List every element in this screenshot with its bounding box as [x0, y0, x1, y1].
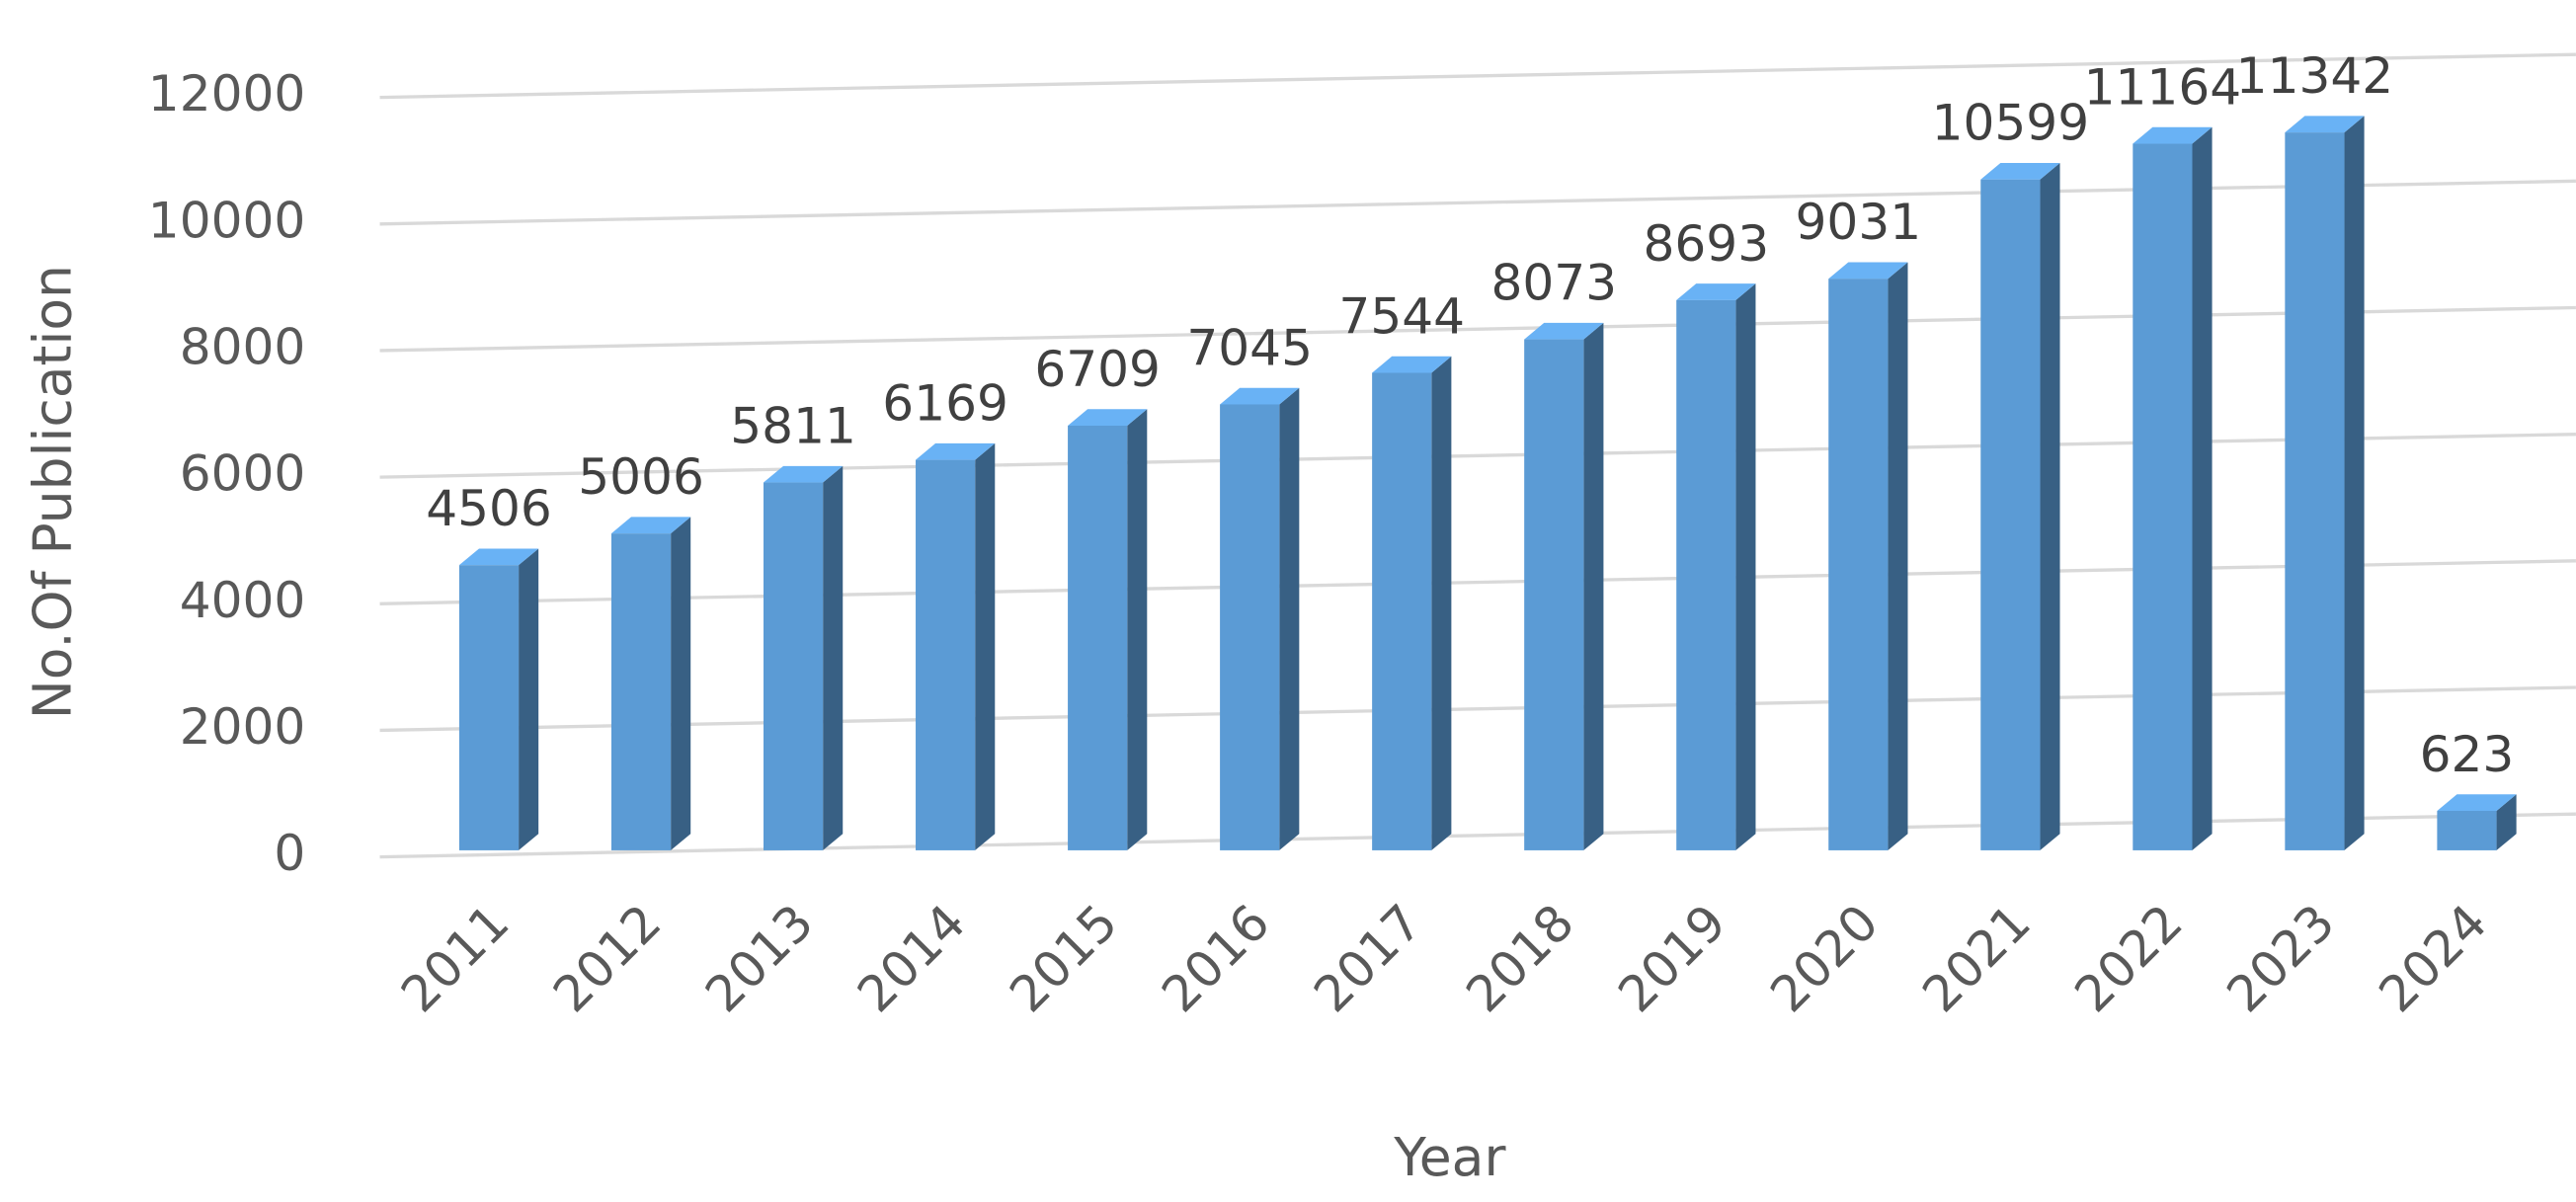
value-label: 623: [2420, 725, 2515, 783]
bar-top: [1068, 409, 1148, 427]
bar-side: [1431, 356, 1452, 850]
grid-line: [379, 305, 2576, 353]
y-tick-label: 4000: [180, 571, 306, 629]
grid-line: [379, 179, 2576, 226]
x-tick-label: 2022: [2063, 893, 2194, 1023]
y-tick-label: 6000: [180, 444, 306, 503]
y-tick-label: 8000: [180, 317, 306, 375]
bar: [1980, 179, 2041, 850]
bar-side: [2040, 163, 2060, 850]
bar-top: [1524, 322, 1604, 340]
value-label: 5811: [730, 397, 856, 455]
y-tick-label: 0: [274, 824, 305, 882]
bar-side: [1888, 262, 1908, 850]
x-tick-label: 2018: [1455, 893, 1585, 1023]
bar-top: [1676, 283, 1756, 300]
x-tick-label: 2016: [1151, 893, 1281, 1023]
bar-top: [916, 442, 996, 460]
x-tick-label: 2014: [846, 893, 977, 1023]
bar-side: [1735, 283, 1756, 850]
bar: [2437, 811, 2497, 850]
y-axis-title: No.Of Publication: [22, 265, 84, 719]
bar: [1068, 426, 1128, 850]
bar-side: [1279, 387, 1300, 850]
y-tick-label: 12000: [148, 64, 306, 122]
bar: [1524, 339, 1584, 850]
bar-top: [1980, 163, 2060, 180]
value-label: 9031: [1796, 193, 1922, 251]
x-tick-label: 2012: [542, 893, 673, 1023]
bar-top: [458, 548, 539, 566]
grid-line: [379, 685, 2576, 733]
bar: [2133, 143, 2193, 850]
bar: [458, 565, 520, 850]
value-label: 8693: [1643, 214, 1769, 273]
bar: [610, 533, 672, 850]
value-label: 11164: [2084, 58, 2242, 117]
x-axis-title: Year: [1393, 1126, 1505, 1188]
bar-side: [519, 548, 539, 850]
value-label: 8073: [1490, 254, 1617, 312]
grid-line: [379, 432, 2576, 479]
x-tick-label: 2021: [1911, 893, 2042, 1023]
value-label: 11342: [2236, 46, 2394, 105]
bar-side: [2496, 794, 2517, 850]
bar-top: [2133, 126, 2213, 144]
bar: [1220, 404, 1280, 850]
bar: [1372, 372, 1432, 850]
value-label: 5006: [578, 447, 704, 506]
bar-top: [763, 465, 844, 483]
bar: [763, 482, 824, 850]
bar: [1676, 299, 1736, 850]
bar-top: [1372, 356, 1452, 373]
bar: [1828, 279, 1889, 850]
bar-top: [610, 517, 691, 534]
bar-side: [975, 442, 996, 850]
x-tick-label: 2013: [694, 893, 825, 1023]
x-tick-label: 2011: [389, 893, 520, 1023]
x-tick-label: 2020: [1759, 893, 1890, 1023]
bar-side: [2344, 116, 2365, 850]
x-tick-label: 2017: [1303, 893, 1433, 1023]
value-label: 7544: [1338, 286, 1465, 345]
x-tick-label: 2019: [1607, 893, 1737, 1023]
value-label: 4506: [426, 479, 552, 537]
grid-line: [379, 52, 2576, 100]
value-label: 10599: [1932, 94, 2090, 152]
x-tick-label: 2015: [999, 893, 1129, 1023]
grid-line: [379, 559, 2576, 605]
bar: [2285, 132, 2345, 850]
y-tick-label: 10000: [148, 191, 306, 249]
bar: [916, 459, 976, 850]
value-label: 6169: [882, 374, 1008, 433]
bar-top: [1220, 387, 1300, 405]
y-tick-label: 2000: [180, 697, 306, 756]
bar-side: [823, 465, 844, 850]
bar-side: [1127, 409, 1148, 850]
bar-top: [1828, 262, 1908, 280]
grid-line: [379, 812, 2576, 859]
value-label: 6709: [1034, 340, 1161, 398]
bar-top: [2437, 794, 2517, 812]
bar-side: [1583, 322, 1604, 850]
value-label: 7045: [1186, 318, 1313, 376]
x-tick-label: 2024: [2368, 893, 2498, 1023]
bar-side: [671, 517, 691, 850]
x-tick-label: 2023: [2215, 893, 2346, 1023]
bar-top: [2285, 116, 2365, 133]
bar-side: [2192, 126, 2213, 850]
